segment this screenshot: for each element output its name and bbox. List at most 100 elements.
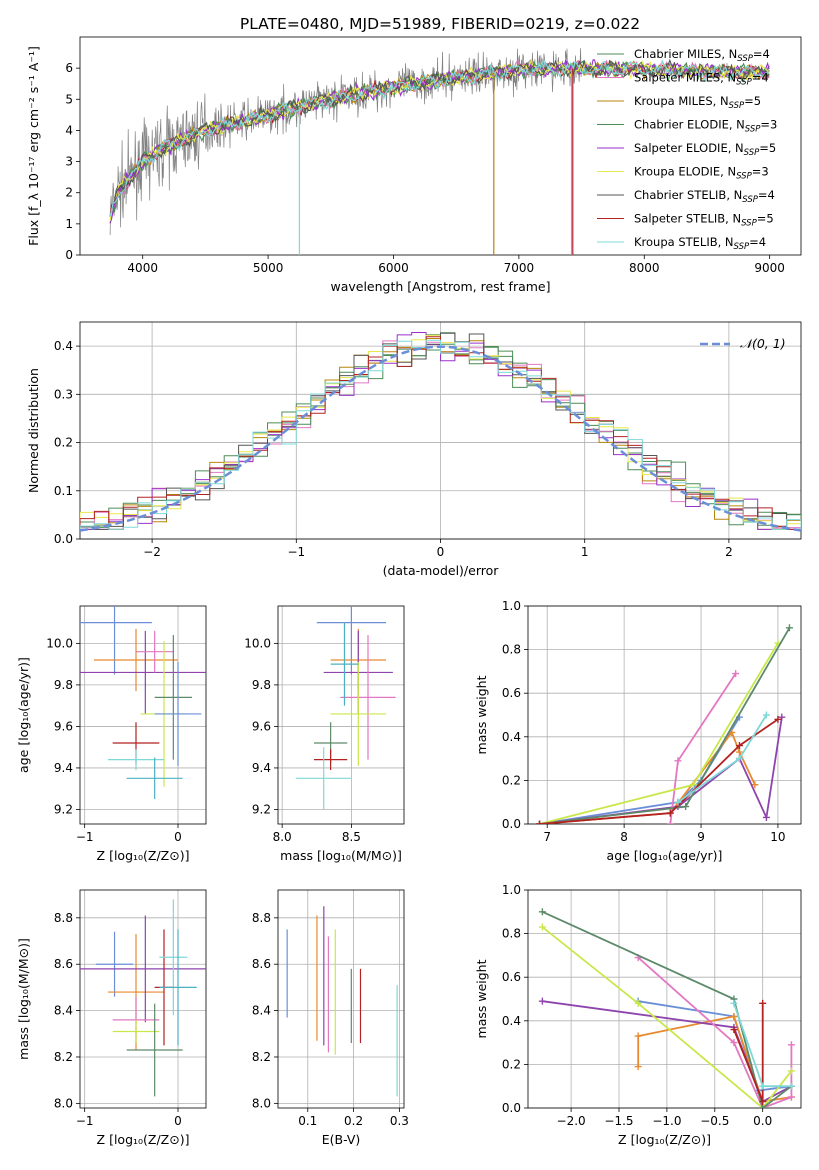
weight-point-marker bbox=[759, 1097, 767, 1105]
legend-subscript: SSP bbox=[729, 101, 745, 111]
x-tick-label: 0 bbox=[174, 1114, 182, 1128]
legend-subscript: SSP bbox=[745, 125, 761, 135]
legend-label: Kroupa ELODIE, N bbox=[634, 165, 736, 179]
x-tick-label: −0.5 bbox=[700, 1114, 729, 1128]
weight-point-marker bbox=[674, 798, 682, 806]
x-axis-label: mass [log₁₀(M/M⊙)] bbox=[280, 848, 402, 863]
x-tick-label: 9000 bbox=[754, 261, 785, 275]
weight-point-marker bbox=[536, 820, 544, 824]
weight-point-marker bbox=[787, 1082, 795, 1090]
y-tick-label: 6 bbox=[65, 61, 73, 75]
weight-point-marker bbox=[735, 742, 743, 750]
y-tick-label: 0.6 bbox=[502, 970, 521, 984]
weight-point-marker bbox=[689, 781, 697, 789]
legend-entry: Kroupa MILES, NSSP=5 bbox=[634, 94, 761, 111]
x-axis-label: age [log₁₀(age/yr)] bbox=[607, 848, 723, 863]
legend-suffix: =3 bbox=[760, 118, 777, 132]
y-axis-label: mass [log₁₀(M/M⊙)] bbox=[16, 938, 31, 1060]
x-axis-label: Z [log₁₀(Z/Z⊙)] bbox=[618, 1132, 711, 1147]
y-tick-label: 8.0 bbox=[54, 1096, 73, 1110]
weight-point-marker bbox=[674, 757, 682, 765]
x-axis-label: wavelength [Angstrom, rest frame] bbox=[330, 279, 550, 294]
legend-entry: Chabrier MILES, NSSP=4 bbox=[634, 47, 770, 64]
plot-frame bbox=[527, 605, 802, 825]
x-tick-label: 9 bbox=[697, 830, 705, 844]
y-axis-label: mass weight bbox=[474, 959, 489, 1038]
x-tick-label: −1.0 bbox=[652, 1114, 681, 1128]
legend-label: Salpeter MILES, N bbox=[634, 71, 736, 85]
y-tick-label: 9.8 bbox=[252, 678, 271, 692]
legend-suffix: =3 bbox=[752, 165, 769, 179]
weight-series-line bbox=[539, 716, 741, 824]
plot-frame bbox=[277, 605, 405, 825]
weight-point-marker bbox=[787, 1093, 795, 1101]
weight-series-line bbox=[539, 642, 779, 824]
y-tick-label: 10.0 bbox=[244, 636, 271, 650]
x-axis-label: Z [log₁₀(Z/Z⊙)] bbox=[97, 1132, 190, 1147]
legend-suffix: =5 bbox=[759, 141, 776, 155]
legend-subscript: SSP bbox=[736, 78, 752, 88]
y-tick-label: 0.2 bbox=[54, 436, 73, 450]
weight-series-line bbox=[637, 956, 793, 1108]
legend-label: Chabrier MILES, N bbox=[634, 47, 737, 61]
y-tick-label: 0.4 bbox=[502, 1014, 521, 1028]
x-tick-label: −2.0 bbox=[557, 1114, 586, 1128]
legend-entry: 𝒩(0, 1) bbox=[740, 336, 786, 351]
y-tick-label: 0 bbox=[65, 248, 73, 262]
x-tick-label: 1 bbox=[581, 545, 589, 559]
y-tick-label: 0.2 bbox=[502, 773, 521, 787]
weight-series-line bbox=[539, 717, 783, 824]
weight-point-marker bbox=[762, 813, 770, 821]
legend-subscript: SSP bbox=[744, 148, 760, 158]
spectrum-axes: 4000 5000 6000 7000 8000 9000 0 1 2 3 4 5 6 wavelengt… bbox=[26, 36, 802, 294]
y-tick-label: 0.1 bbox=[54, 484, 73, 498]
y-tick-label: 9.4 bbox=[54, 761, 73, 775]
y-tick-label: 0.0 bbox=[502, 817, 521, 831]
x-axis-label: Z [log₁₀(Z/Z⊙)] bbox=[97, 848, 190, 863]
x-tick-label: 0.1 bbox=[298, 1114, 317, 1128]
plot-frame bbox=[277, 889, 405, 1109]
y-axis-label: age [log₁₀(age/yr)] bbox=[16, 657, 31, 773]
x-tick-label: −2 bbox=[143, 545, 161, 559]
plot-frame bbox=[79, 605, 207, 825]
weight-point-marker bbox=[682, 803, 690, 811]
normal-distribution-curve bbox=[80, 345, 801, 532]
weight-point-marker bbox=[787, 1067, 795, 1075]
legend-subscript: SSP bbox=[736, 172, 752, 182]
weight-series-line bbox=[542, 910, 792, 1108]
y-tick-label: 0.8 bbox=[502, 927, 521, 941]
legend-suffix: =4 bbox=[752, 71, 769, 85]
y-tick-label: 8.2 bbox=[54, 1050, 73, 1064]
y-tick-label: 8.8 bbox=[54, 911, 73, 925]
legend-label: Salpeter STELIB, N bbox=[634, 212, 741, 226]
legend-entry: Kroupa STELIB, NSSP=4 bbox=[634, 235, 766, 252]
legend-suffix: =5 bbox=[744, 94, 761, 108]
y-tick-label: 0.4 bbox=[502, 730, 521, 744]
residual-histograms bbox=[80, 332, 801, 532]
x-tick-label: 0.0 bbox=[753, 1114, 772, 1128]
weight-point-marker bbox=[732, 670, 740, 678]
weight-point-marker bbox=[634, 999, 642, 1007]
weight-point-marker bbox=[751, 781, 759, 789]
x-tick-label: 8 bbox=[620, 830, 628, 844]
y-tick-label: 0.2 bbox=[502, 1057, 521, 1071]
x-tick-label: 0 bbox=[437, 545, 445, 559]
weight-point-marker bbox=[735, 748, 743, 756]
plot-frame bbox=[527, 889, 802, 1109]
legend-suffix: =4 bbox=[749, 235, 766, 249]
legend-label: Chabrier STELIB, N bbox=[634, 188, 742, 202]
y-tick-label: 9.6 bbox=[54, 719, 73, 733]
plot-frame bbox=[79, 889, 207, 1109]
x-tick-label: 4000 bbox=[127, 261, 158, 275]
weight-series-line bbox=[539, 718, 779, 824]
weight-point-marker bbox=[787, 1041, 795, 1049]
mass_vs_ebv-axes: 0.1 0.2 0.3 8.0 8.2 8.4 8.6 8.8 E(B-V) bbox=[252, 889, 409, 1147]
legend-label: Salpeter ELODIE, N bbox=[634, 141, 744, 155]
y-tick-label: 9.2 bbox=[252, 802, 271, 816]
y-tick-label: 1 bbox=[65, 217, 73, 231]
legend-subscript: SSP bbox=[742, 195, 758, 205]
y-tick-label: 8.6 bbox=[252, 957, 271, 971]
weight-point-marker bbox=[538, 997, 546, 1005]
